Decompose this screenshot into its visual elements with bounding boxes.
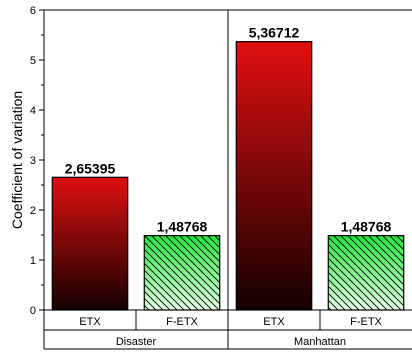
- bar-value-label: 1,48768: [341, 219, 392, 235]
- y-tick-label: 4: [30, 105, 36, 117]
- category-label: ETX: [79, 316, 101, 328]
- y-tick-label: 3: [30, 155, 36, 167]
- y-tick-label: 1: [30, 255, 36, 267]
- category-label: F-ETX: [350, 316, 382, 328]
- bar-value-label: 2,65395: [65, 160, 116, 176]
- category-label: F-ETX: [166, 316, 198, 328]
- bar-value-label: 1,48768: [157, 219, 208, 235]
- y-tick-label: 2: [30, 205, 36, 217]
- y-axis-label: Coefficient of variation: [9, 91, 25, 229]
- bar-hatch: [144, 235, 220, 310]
- bar-hatch: [328, 235, 404, 310]
- category-label: ETX: [263, 316, 285, 328]
- group-label: Manhattan: [294, 336, 346, 348]
- bar-value-label: 5,36712: [249, 25, 300, 41]
- bar: [235, 41, 313, 311]
- bar: [51, 176, 129, 311]
- y-tick-label: 0: [30, 305, 36, 317]
- group-label: Disaster: [116, 336, 157, 348]
- y-tick-label: 6: [30, 5, 36, 17]
- y-tick-label: 5: [30, 55, 36, 67]
